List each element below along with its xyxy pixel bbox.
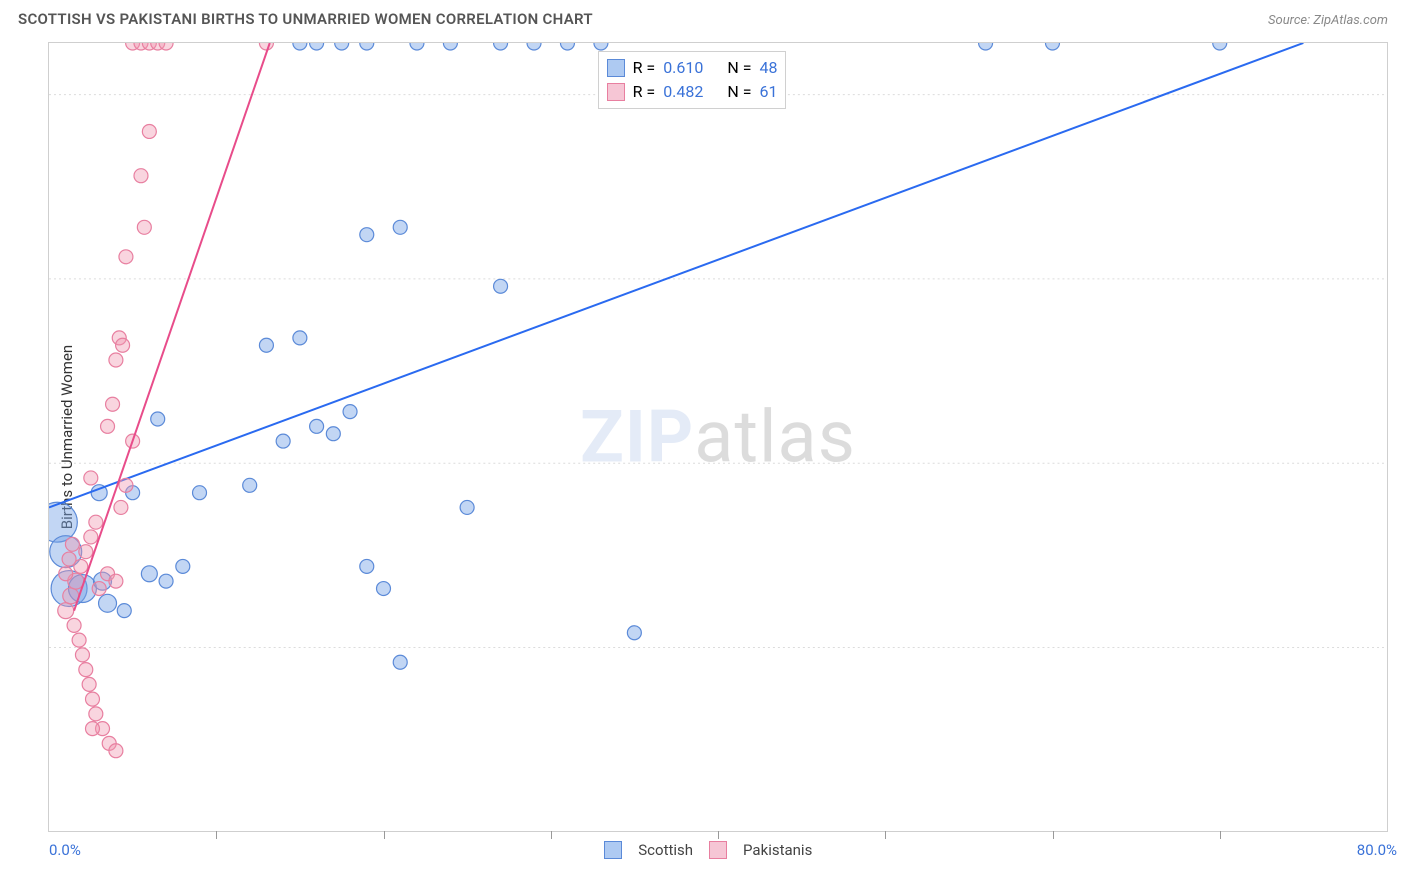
swatch-pakistanis	[607, 83, 625, 101]
swatch-pakistanis-bottom	[709, 841, 727, 859]
swatch-scottish-bottom	[604, 841, 622, 859]
x-tick	[718, 831, 719, 839]
x-axis-min-label: 0.0%	[49, 841, 81, 859]
x-axis-max-label: 80.0%	[1357, 841, 1397, 859]
x-tick	[885, 831, 886, 839]
x-tick	[384, 831, 385, 839]
legend-stats-row-pakistanis: R = 0.482 N = 61	[607, 80, 778, 104]
swatch-scottish	[607, 59, 625, 77]
legend-label-scottish: Scottish	[638, 841, 693, 859]
legend-bottom: Scottish Pakistanis	[604, 841, 812, 859]
chart-title: SCOTTISH VS PAKISTANI BIRTHS TO UNMARRIE…	[18, 10, 593, 28]
x-tick	[1220, 831, 1221, 839]
plot-area: Births to Unmarried Women ZIPatlas R = 0…	[48, 42, 1388, 832]
legend-stats-box: R = 0.610 N = 48 R = 0.482 N = 61	[598, 51, 787, 109]
scatter-svg	[49, 43, 1387, 832]
x-tick	[216, 831, 217, 839]
x-tick	[1053, 831, 1054, 839]
legend-stats-row-scottish: R = 0.610 N = 48	[607, 56, 778, 80]
source-attribution: Source: ZipAtlas.com	[1268, 13, 1388, 28]
legend-label-pakistanis: Pakistanis	[743, 841, 812, 859]
x-tick	[551, 831, 552, 839]
